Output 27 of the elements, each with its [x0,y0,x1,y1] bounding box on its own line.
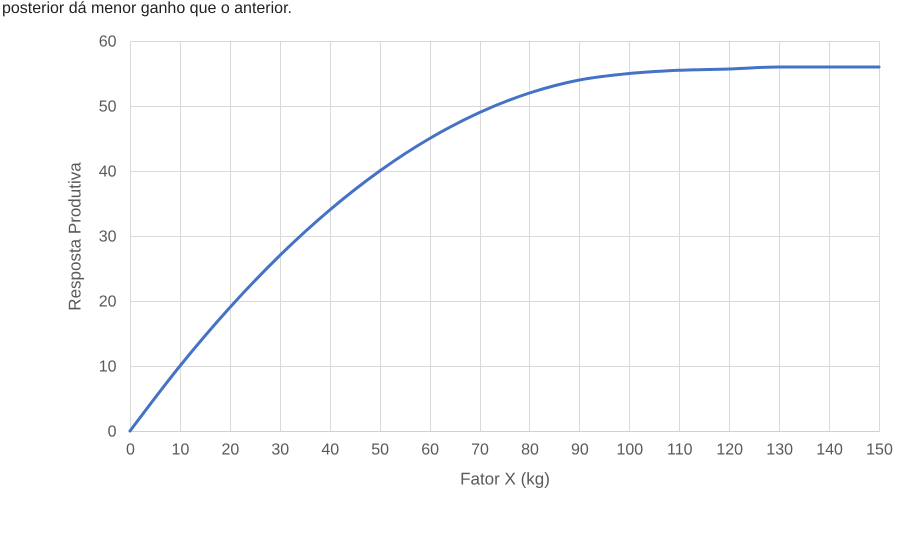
y-tick-label: 50 [98,98,117,116]
x-tick-label: 40 [321,442,340,458]
text: posterior dá menor ganho que o anterior. [2,0,292,18]
x-tick-label: 10 [172,442,190,458]
y-tick-label: 60 [98,34,117,50]
x-tick-label: 50 [371,442,390,458]
y-tick-label: 10 [98,358,117,376]
y-tick-label: 0 [108,424,117,440]
x-tick-label: 110 [667,442,693,458]
x-tick-label: 90 [571,442,589,458]
x-tick-label: 20 [221,442,240,458]
x-tick-label: 140 [816,442,844,458]
y-tick-label: 40 [98,164,117,180]
x-tick-label: 60 [421,442,440,458]
x-tick-label: 100 [616,442,644,458]
x-tick-label: 30 [271,442,290,458]
x-tick-label: 0 [126,442,136,458]
x-tick-label: 150 [866,442,893,458]
y-axis-title: Resposta Produtiva [66,162,85,311]
x-axis-title: Fator X (kg) [460,470,550,488]
x-tick-label: 80 [521,442,539,458]
x-tick-label: 130 [766,442,794,458]
x-tick-label: 70 [471,442,490,458]
y-tick-label: 30 [98,228,117,246]
x-tick-label: 120 [716,442,744,458]
y-tick-label: 20 [98,294,117,310]
line-series [128,66,880,432]
